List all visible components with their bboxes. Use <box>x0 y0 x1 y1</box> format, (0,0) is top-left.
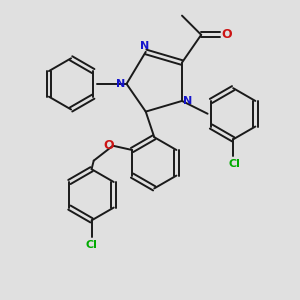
Text: O: O <box>221 28 232 41</box>
Text: N: N <box>183 96 192 106</box>
Text: Cl: Cl <box>85 240 98 250</box>
Text: N: N <box>116 79 126 89</box>
Text: Cl: Cl <box>229 159 240 169</box>
Text: N: N <box>140 41 149 51</box>
Text: O: O <box>103 139 114 152</box>
